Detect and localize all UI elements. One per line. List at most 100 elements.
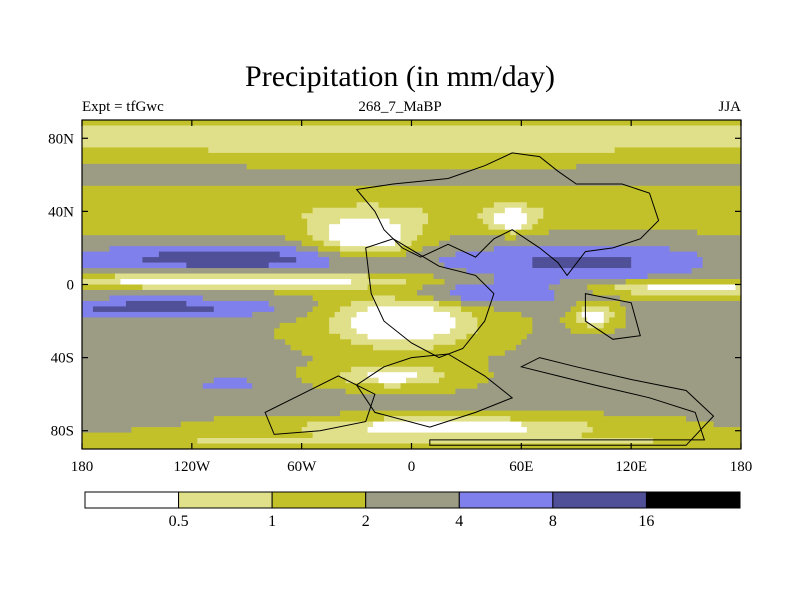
field-cell [82,350,303,357]
field-cell [587,284,616,291]
field-cell [416,372,446,379]
field-cell [290,344,374,351]
continent-outline [365,238,495,359]
field-cell [285,339,352,346]
field-cell [279,251,319,258]
field-cell [82,383,204,390]
field-cell [82,262,187,269]
field-cell [82,279,122,286]
field-cell [252,383,314,390]
field-cell [246,163,577,170]
field-cell [82,355,314,362]
field-cell [82,268,468,275]
field-cell [296,317,330,324]
field-cell [603,322,627,329]
field-cell [82,339,286,346]
field-cell [631,289,741,297]
field-cell [329,328,358,335]
field-cell [356,311,451,318]
field-cell [488,361,741,368]
field-cell [554,289,594,297]
colorbar: 0.5 1 2 4 8 16 [84,491,741,530]
field-cell [142,284,369,291]
field-cell [312,306,341,313]
field-cell [82,405,741,412]
field-cell [581,432,741,439]
field-cell [307,361,489,368]
field-cell [521,311,566,318]
field-cell [488,377,741,384]
field-cell [416,289,451,297]
field-cell [460,300,577,308]
field-cell [82,130,741,138]
field-cell [82,289,275,297]
x-tick-label: 0 [408,459,416,475]
field-cell [301,213,429,220]
continent-outline [264,375,376,435]
field-cell [82,377,215,384]
field-cell [532,257,632,264]
field-cell [329,224,402,231]
field-cell [268,300,319,308]
field-cell [444,279,495,286]
continent-outline [584,292,641,340]
field-cell [702,262,741,269]
field-cell [82,322,281,329]
field-cell [416,235,451,242]
field-cell [493,213,528,220]
field-cell [543,213,741,220]
field-cell [82,416,215,423]
field-cell [395,240,413,247]
field-cell [532,317,561,324]
field-cell [548,229,698,236]
field-cell [367,273,435,280]
field-cell [625,311,741,318]
field-cell [82,399,741,406]
field-cell [504,235,517,242]
field-cell [82,246,111,253]
field-cell [82,388,347,395]
field-cell [504,207,522,214]
field-cell [340,372,369,379]
field-cell [82,207,314,214]
field-cell [82,251,160,258]
field-cell [82,185,741,192]
field-cell [406,377,440,384]
field-cell [565,311,577,318]
field-cell [493,372,741,379]
field-cell [114,273,369,280]
continent-outline [355,353,514,428]
field-cell [565,322,588,329]
field-cell [449,289,555,297]
field-cell [82,328,275,335]
precipitation-field [82,120,741,449]
field-cell [82,317,297,324]
field-cell [120,279,352,286]
field-cell [455,317,478,324]
field-cell [576,300,621,308]
field-cell [82,169,741,176]
field-cell [367,333,435,340]
field-cell [400,235,418,242]
colorbar-swatch [645,491,741,509]
field-cell [433,344,517,351]
field-cell [329,317,352,324]
field-cell [422,229,511,236]
field-cell [444,372,495,379]
field-cell [340,246,402,253]
field-cell [367,306,435,313]
field-cell [504,350,741,357]
colorbar-swatch [552,491,647,509]
field-cell [351,279,407,286]
field-cell [625,279,741,286]
y-tick-label: 0 [67,278,75,294]
field-cell [631,262,704,269]
field-cell [312,355,489,362]
y-tick-label: 40S [51,351,74,367]
x-axis: 180 120W 60W 0 60E 120E 180 [71,120,752,475]
x-tick-label: 180 [71,459,94,475]
field-cell [82,163,248,170]
field-cell [449,235,506,242]
field-cell [186,300,270,308]
field-cell [713,421,741,428]
